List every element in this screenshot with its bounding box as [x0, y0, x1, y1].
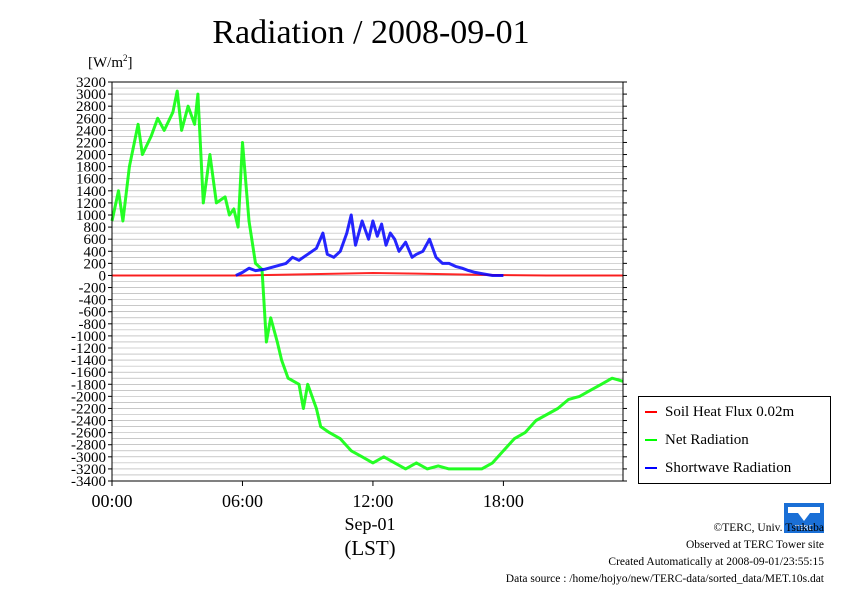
y-tick-label: 2800 — [76, 99, 106, 115]
y-tick-label: -3000 — [71, 450, 106, 466]
legend-item-net-radiation: Net Radiation — [645, 429, 749, 451]
y-tick-label: -2800 — [71, 438, 106, 454]
y-axis-ticks: 3200300028002600240022002000180016001400… — [71, 75, 627, 490]
y-tick-label: 800 — [84, 220, 107, 236]
legend-swatch-shortwave-radiation — [645, 467, 657, 469]
y-tick-label: 200 — [84, 256, 107, 272]
y-tick-label: -3400 — [71, 474, 106, 490]
footer-source: Data source : /home/hojyo/new/TERC-data/… — [505, 573, 824, 585]
y-tick-label: 2600 — [76, 111, 106, 127]
y-tick-label: 3000 — [76, 87, 106, 103]
x-axis-unit-label: (LST) — [344, 536, 396, 560]
y-tick-label: -1000 — [71, 329, 106, 345]
legend-label-net-radiation: Net Radiation — [665, 431, 749, 448]
series-line-net-radiation — [110, 89, 624, 471]
y-tick-label: -2000 — [71, 389, 106, 405]
y-tick-label: -200 — [79, 281, 107, 297]
y-tick-label: -3200 — [71, 462, 106, 478]
y-tick-label: -2600 — [71, 426, 106, 442]
footer-copyright: ©TERC, Univ. Tsukuba — [713, 522, 824, 534]
footer-observed: Observed at TERC Tower site — [685, 539, 824, 551]
y-tick-label: 1000 — [76, 208, 106, 224]
y-tick-label: -1400 — [71, 353, 106, 369]
legend: Soil Heat Flux 0.02m Net Radiation Short… — [638, 396, 831, 484]
y-tick-label: -800 — [79, 317, 107, 333]
legend-swatch-net-radiation — [645, 439, 657, 441]
y-tick-label: -1600 — [71, 365, 106, 381]
y-tick-label: 3200 — [76, 75, 106, 91]
y-tick-label: -2200 — [71, 401, 106, 417]
y-tick-label: 1600 — [76, 172, 106, 188]
x-axis-date-label: Sep-01 — [344, 514, 396, 534]
chart-title: Radiation / 2008-09-01 — [212, 14, 530, 51]
x-tick-label: 18:00 — [483, 491, 524, 511]
y-tick-label: 400 — [84, 244, 107, 260]
legend-swatch-soil-heat-flux — [645, 411, 657, 413]
y-tick-label: 2000 — [76, 148, 106, 164]
x-axis-ticks: 00:00 06:00 12:00 18:00 — [91, 481, 524, 511]
legend-item-shortwave-radiation: Shortwave Radiation — [645, 457, 791, 479]
y-tick-label: 2400 — [76, 123, 106, 139]
y-tick-label: -400 — [79, 293, 107, 309]
logo-text: TERC — [794, 524, 813, 532]
y-axis-unit: [W/m2] — [88, 53, 133, 71]
grid-lines — [112, 81, 623, 482]
x-tick-label: 00:00 — [91, 491, 132, 511]
y-tick-label: -2400 — [71, 414, 106, 430]
y-tick-label: -1200 — [71, 341, 106, 357]
footer-created: Created Automatically at 2008-09-01/23:5… — [608, 556, 824, 568]
legend-item-soil-heat-flux: Soil Heat Flux 0.02m — [645, 401, 794, 423]
series-line-soil-heat-flux-0-02m — [112, 272, 623, 277]
y-tick-label: 2200 — [76, 135, 106, 151]
plot-frame — [111, 81, 624, 482]
terc-logo: TERC — [784, 503, 824, 533]
y-tick-label: 1400 — [76, 184, 106, 200]
x-tick-label: 06:00 — [222, 491, 263, 511]
y-tick-label: 600 — [84, 232, 107, 248]
legend-label-shortwave-radiation: Shortwave Radiation — [665, 459, 792, 476]
legend-label-soil-heat-flux: Soil Heat Flux 0.02m — [665, 403, 795, 420]
y-tick-label: -1800 — [71, 377, 106, 393]
data-series — [110, 89, 624, 471]
y-tick-label: 1800 — [76, 160, 106, 176]
x-tick-label: 12:00 — [352, 491, 393, 511]
series-line-shortwave-radiation — [235, 213, 504, 277]
y-tick-label: 1200 — [76, 196, 106, 212]
y-tick-label: 0 — [99, 268, 107, 284]
y-tick-label: -600 — [79, 305, 107, 321]
